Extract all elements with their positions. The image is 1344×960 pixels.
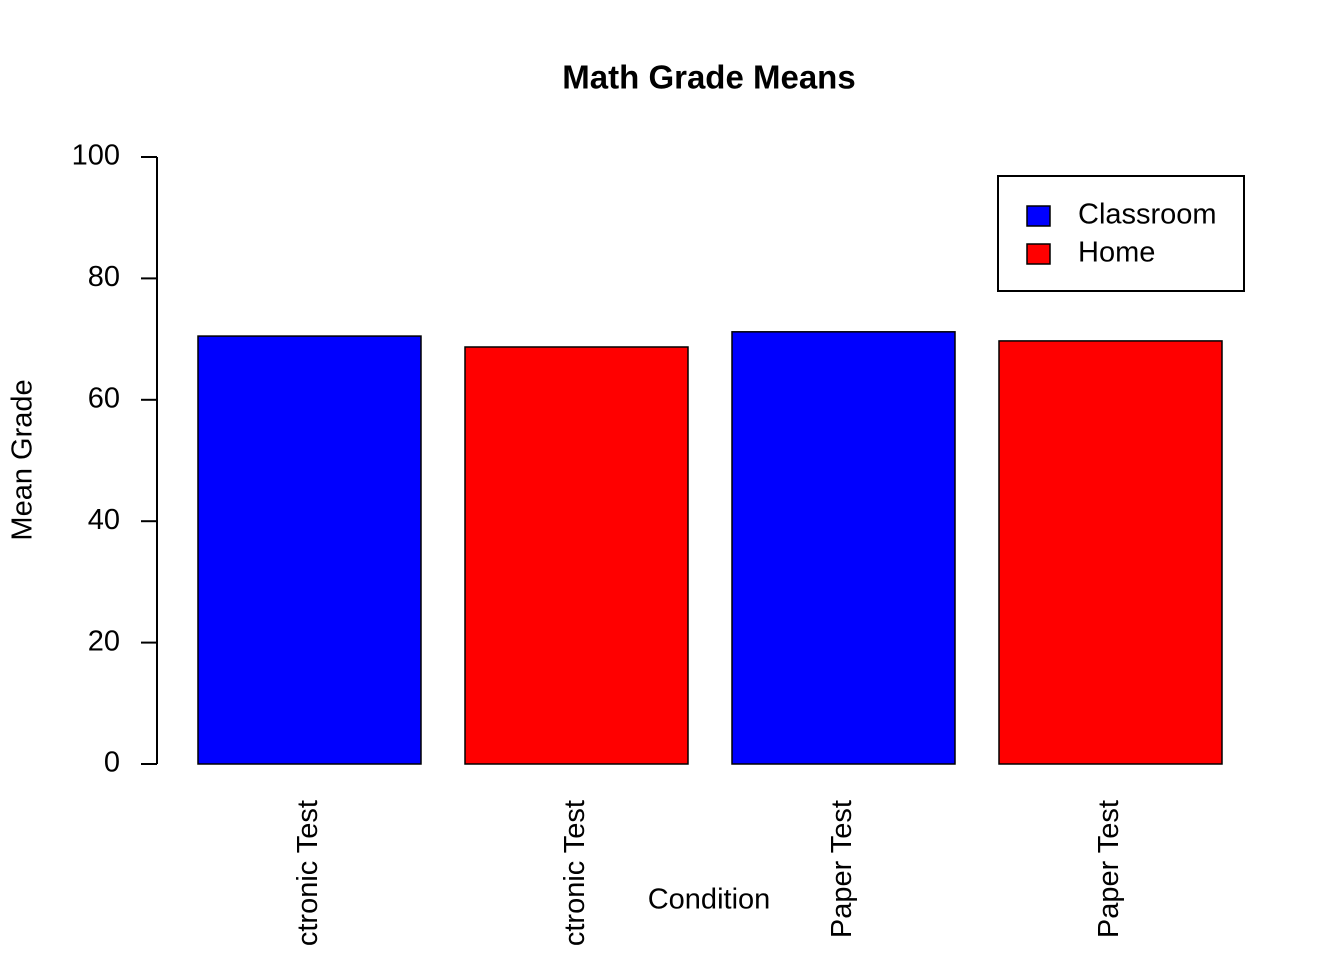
y-tick-label: 40 xyxy=(88,504,120,536)
x-tick-label: ctronic Test xyxy=(559,800,591,946)
legend-swatch xyxy=(1026,243,1051,265)
bar xyxy=(998,340,1223,765)
y-tick-label: 100 xyxy=(72,140,120,172)
y-tick-label: 0 xyxy=(104,747,120,779)
x-tick-label: Paper Test xyxy=(1093,800,1125,938)
y-tick-label: 20 xyxy=(88,625,120,657)
legend-label: Home xyxy=(1078,237,1155,269)
legend-swatch xyxy=(1026,205,1051,227)
x-tick-label: Paper Test xyxy=(826,800,858,938)
x-tick-label: ctronic Test xyxy=(292,800,324,946)
y-tick-label: 80 xyxy=(88,261,120,293)
legend-box xyxy=(997,175,1245,292)
y-axis-label: Mean Grade xyxy=(7,379,39,540)
legend-label: Classroom xyxy=(1078,199,1217,231)
bar xyxy=(197,335,422,765)
chart-title: Math Grade Means xyxy=(562,59,855,96)
bar xyxy=(731,331,956,765)
x-axis-label: Condition xyxy=(648,884,771,916)
bar xyxy=(464,346,689,765)
y-tick-label: 60 xyxy=(88,382,120,414)
